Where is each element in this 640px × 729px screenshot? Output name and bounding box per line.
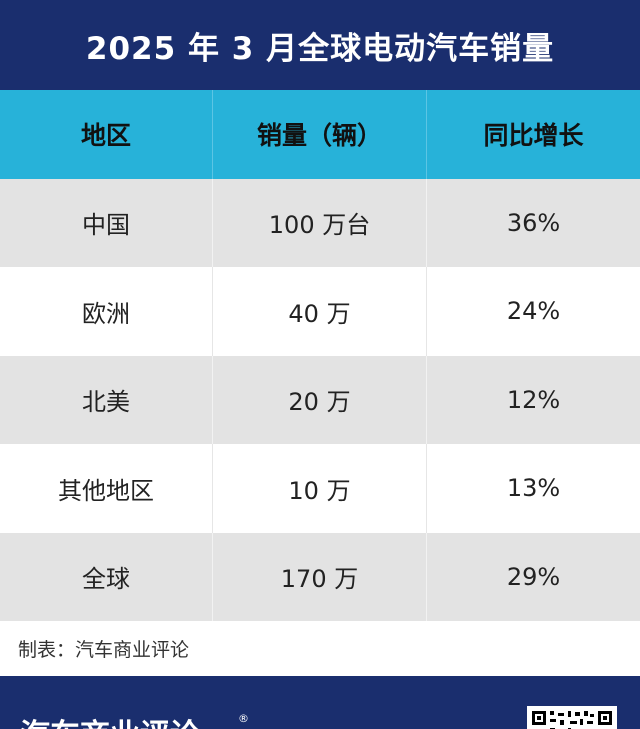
header-sales: 销量（辆） — [213, 90, 427, 179]
cell-sales: 100 万台 — [213, 178, 427, 267]
cell-region: 其他地区 — [0, 444, 213, 533]
chart-title: 2025 年 3 月全球电动汽车销量 — [0, 0, 640, 90]
registered-mark: ® — [238, 712, 249, 725]
cell-sales: 170 万 — [213, 532, 427, 621]
cell-growth: 13% — [506, 474, 561, 503]
table-row: 北美 20 万 12% — [0, 355, 640, 444]
cell-region: 欧洲 — [0, 267, 213, 356]
cell-region: 全球 — [0, 532, 213, 621]
cell-sales: 10 万 — [213, 444, 427, 533]
table-row: 其他地区 10 万 13% — [0, 444, 640, 533]
cell-sales: 20 万 — [213, 355, 427, 444]
cell-growth: 29% — [506, 562, 561, 591]
cell-growth: 12% — [506, 385, 561, 414]
header-growth: 同比增长 — [483, 121, 584, 151]
qr-code-icon — [527, 706, 617, 729]
table-row: 中国 100 万台 36% — [0, 178, 640, 267]
cell-growth: 36% — [506, 208, 561, 237]
table-row: 欧洲 40 万 24% — [0, 267, 640, 356]
table-header-row: 地区 销量（辆） 同比增长 — [0, 90, 640, 179]
sales-table: 地区 销量（辆） 同比增长 中国 100 万台 36% 欧洲 40 万 24% … — [0, 90, 640, 621]
table-row: 全球 170 万 29% — [0, 532, 640, 621]
header-region: 地区 — [0, 90, 213, 179]
source-note: 制表：汽车商业评论 — [0, 622, 640, 674]
cell-region: 北美 — [0, 355, 213, 444]
cell-sales: 40 万 — [213, 267, 427, 356]
cell-region: 中国 — [0, 178, 213, 267]
cell-growth: 24% — [506, 297, 561, 326]
brand-logo: 汽车商业评论 — [20, 710, 200, 729]
footer-banner: 汽车商业评论 ® — [0, 676, 640, 729]
